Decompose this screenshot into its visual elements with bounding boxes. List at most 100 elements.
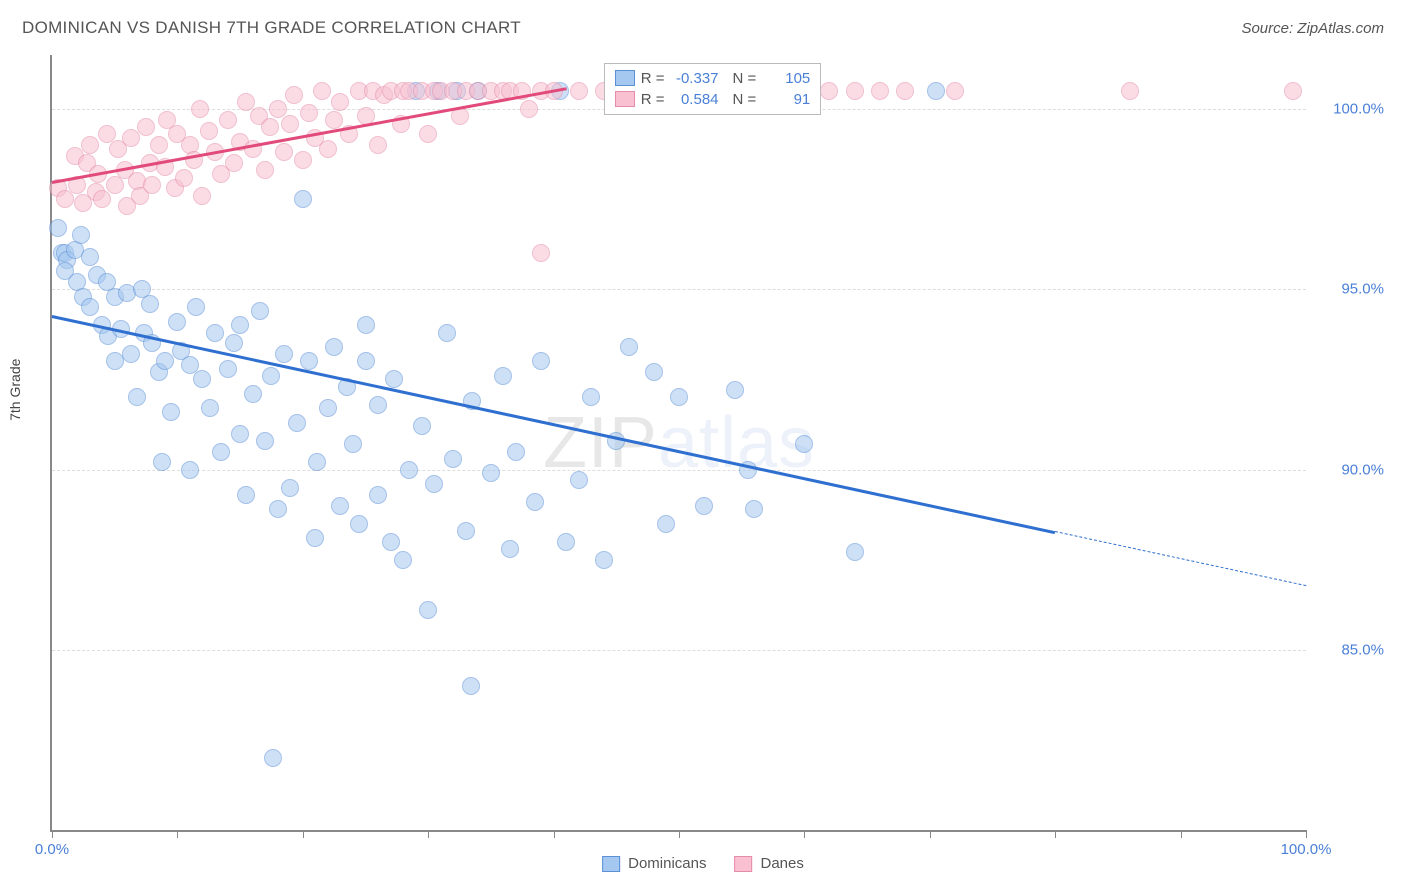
data-point xyxy=(122,345,140,363)
legend-item-dominicans: Dominicans xyxy=(602,855,706,872)
data-point xyxy=(264,749,282,767)
data-point xyxy=(231,316,249,334)
grid-line xyxy=(52,289,1306,290)
data-point xyxy=(413,417,431,435)
legend-n-label: N = xyxy=(733,91,757,108)
y-axis-label: 7th Grade xyxy=(7,358,23,420)
data-point xyxy=(281,479,299,497)
data-point xyxy=(300,104,318,122)
data-point xyxy=(482,464,500,482)
data-point xyxy=(369,486,387,504)
data-point xyxy=(231,425,249,443)
data-point xyxy=(419,125,437,143)
data-point xyxy=(275,143,293,161)
xtick xyxy=(679,830,680,838)
data-point xyxy=(308,453,326,471)
data-point xyxy=(162,403,180,421)
legend-row: R = -0.337 N = 105 xyxy=(615,68,811,89)
legend-n-label: N = xyxy=(733,70,757,87)
legend-swatch xyxy=(615,70,635,86)
data-point xyxy=(520,100,538,118)
legend-label-danes: Danes xyxy=(761,855,804,872)
data-point xyxy=(168,313,186,331)
xtick xyxy=(1181,830,1182,838)
legend-row: R =0.584N =91 xyxy=(615,89,811,110)
data-point xyxy=(261,118,279,136)
data-point xyxy=(81,298,99,316)
data-point xyxy=(494,367,512,385)
data-point xyxy=(313,82,331,100)
data-point xyxy=(325,338,343,356)
data-point xyxy=(726,381,744,399)
data-point xyxy=(156,352,174,370)
data-point xyxy=(191,100,209,118)
trend-line xyxy=(52,315,1056,534)
legend-swatch-danes xyxy=(735,856,753,872)
data-point xyxy=(181,461,199,479)
data-point xyxy=(582,388,600,406)
data-point xyxy=(394,551,412,569)
data-point xyxy=(294,190,312,208)
data-point xyxy=(501,540,519,558)
data-point xyxy=(595,551,613,569)
xtick xyxy=(1055,830,1056,838)
data-point xyxy=(262,367,280,385)
data-point xyxy=(187,298,205,316)
chart-header: DOMINICAN VS DANISH 7TH GRADE CORRELATIO… xyxy=(22,18,1384,38)
data-point xyxy=(81,136,99,154)
ytick-label: 85.0% xyxy=(1314,641,1384,658)
data-point xyxy=(275,345,293,363)
data-point xyxy=(457,522,475,540)
data-point xyxy=(150,136,168,154)
data-point xyxy=(357,316,375,334)
data-point xyxy=(201,399,219,417)
data-point xyxy=(462,677,480,695)
legend-n-value: 91 xyxy=(762,91,810,108)
xtick xyxy=(1306,830,1307,838)
data-point xyxy=(532,352,550,370)
data-point xyxy=(49,219,67,237)
data-point xyxy=(294,151,312,169)
data-point xyxy=(357,352,375,370)
plot-container: 7th Grade ZIPatlas 85.0%90.0%95.0%100.0%… xyxy=(50,55,1386,832)
legend-r-value: -0.337 xyxy=(671,70,719,87)
data-point xyxy=(325,111,343,129)
data-point xyxy=(444,450,462,468)
data-point xyxy=(385,370,403,388)
data-point xyxy=(526,493,544,511)
data-point xyxy=(153,453,171,471)
data-point xyxy=(251,302,269,320)
data-point xyxy=(219,360,237,378)
data-point xyxy=(193,370,211,388)
bottom-legend: Dominicans Danes xyxy=(602,855,804,872)
data-point xyxy=(946,82,964,100)
chart-title: DOMINICAN VS DANISH 7TH GRADE CORRELATIO… xyxy=(22,18,521,38)
data-point xyxy=(532,244,550,262)
data-point xyxy=(225,334,243,352)
data-point xyxy=(175,169,193,187)
xtick xyxy=(554,830,555,838)
chart-source: Source: ZipAtlas.com xyxy=(1241,20,1384,37)
data-point xyxy=(256,161,274,179)
data-point xyxy=(56,190,74,208)
data-point xyxy=(288,414,306,432)
data-point xyxy=(871,82,889,100)
ytick-label: 90.0% xyxy=(1314,461,1384,478)
data-point xyxy=(319,399,337,417)
trend-line-extrapolated xyxy=(1055,531,1306,586)
xtick xyxy=(804,830,805,838)
data-point xyxy=(820,82,838,100)
data-point xyxy=(225,154,243,172)
data-point xyxy=(141,295,159,313)
legend-n-value: 105 xyxy=(762,70,810,87)
data-point xyxy=(369,136,387,154)
data-point xyxy=(331,93,349,111)
data-point xyxy=(143,176,161,194)
data-point xyxy=(306,529,324,547)
legend-r-label: R = xyxy=(641,70,665,87)
data-point xyxy=(507,443,525,461)
legend-swatch xyxy=(615,91,635,107)
data-point xyxy=(400,461,418,479)
data-point xyxy=(212,443,230,461)
data-point xyxy=(344,435,362,453)
